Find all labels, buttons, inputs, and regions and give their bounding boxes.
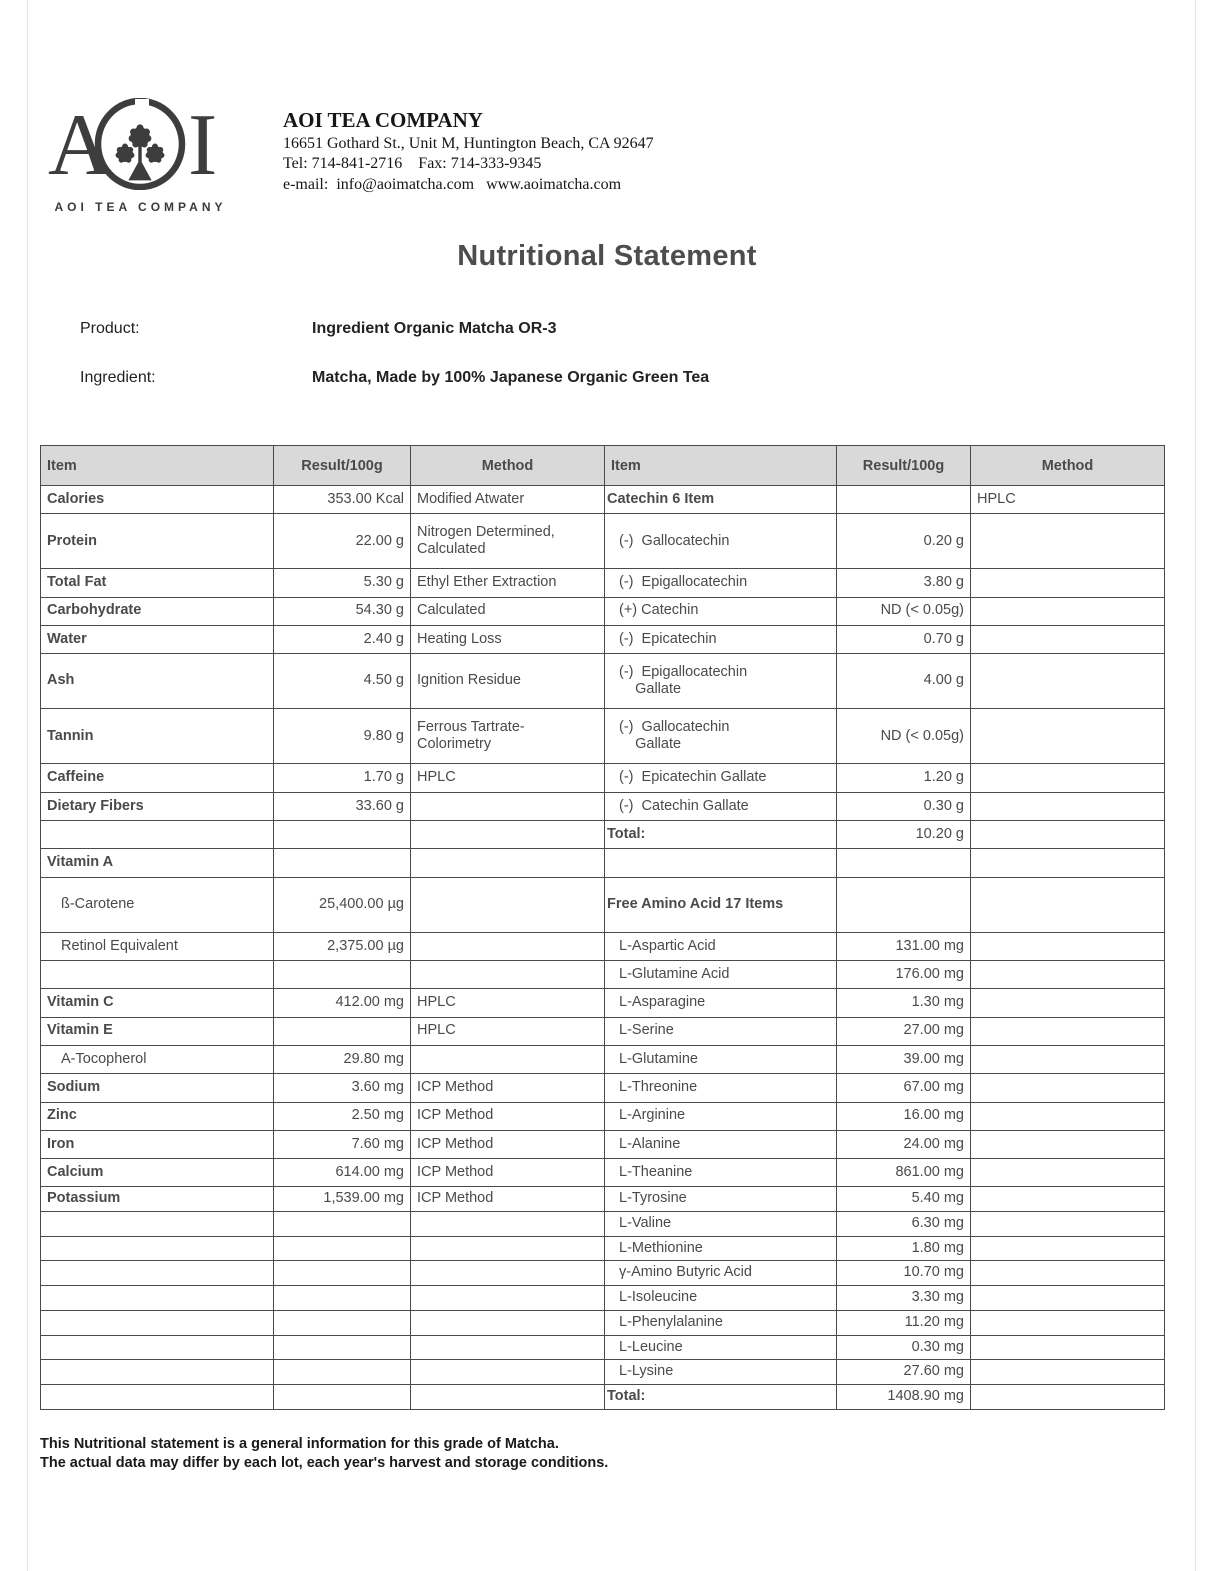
svg-text:A: A	[48, 98, 112, 190]
svg-text:I: I	[188, 98, 217, 190]
